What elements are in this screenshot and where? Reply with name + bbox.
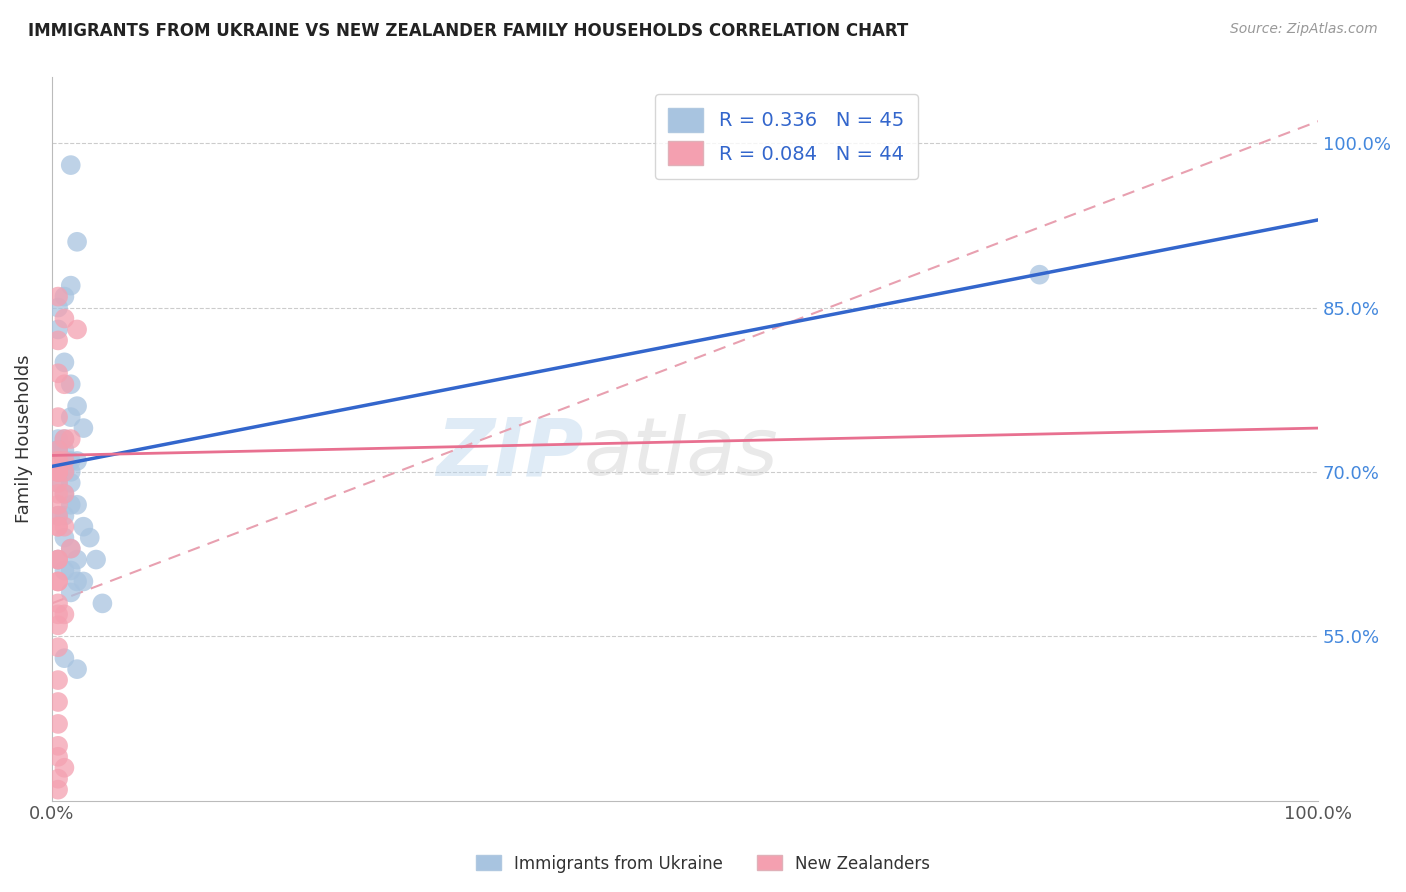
Point [59,498,82,512]
Point [66,498,89,512]
Point [53,487,76,501]
Point [53,454,76,468]
Point [46,465,69,479]
Point [46,519,69,533]
Point [46,301,69,315]
Point [46,432,69,446]
Point [59,278,82,293]
Point [53,355,76,369]
Point [46,465,69,479]
Point [59,454,82,468]
Point [46,487,69,501]
Point [59,585,82,599]
Point [84,552,107,566]
Point [46,465,69,479]
Text: ZIP: ZIP [436,415,583,492]
Point [53,442,76,457]
Point [66,322,89,336]
Point [1028,268,1050,282]
Point [53,651,76,665]
Point [59,475,82,490]
Point [46,552,69,566]
Point [66,454,89,468]
Point [59,432,82,446]
Point [59,541,82,556]
Point [46,519,69,533]
Point [59,564,82,578]
Point [53,465,76,479]
Point [46,574,69,589]
Point [46,618,69,632]
Point [46,552,69,566]
Point [46,442,69,457]
Point [53,289,76,303]
Point [53,564,76,578]
Point [59,377,82,392]
Point [46,717,69,731]
Y-axis label: Family Households: Family Households [15,355,32,524]
Point [53,454,76,468]
Text: atlas: atlas [583,415,779,492]
Point [66,574,89,589]
Point [46,454,69,468]
Legend: Immigrants from Ukraine, New Zealanders: Immigrants from Ukraine, New Zealanders [470,848,936,880]
Point [46,772,69,786]
Point [53,377,76,392]
Point [53,432,76,446]
Text: IMMIGRANTS FROM UKRAINE VS NEW ZEALANDER FAMILY HOUSEHOLDS CORRELATION CHART: IMMIGRANTS FROM UKRAINE VS NEW ZEALANDER… [28,22,908,40]
Point [53,432,76,446]
Point [46,465,69,479]
Point [53,487,76,501]
Point [46,475,69,490]
Point [46,442,69,457]
Point [46,454,69,468]
Point [53,519,76,533]
Point [72,519,94,533]
Point [46,640,69,655]
Point [46,366,69,380]
Point [46,498,69,512]
Point [66,399,89,413]
Point [46,749,69,764]
Point [59,465,82,479]
Point [46,475,69,490]
Point [66,552,89,566]
Point [66,662,89,676]
Point [46,695,69,709]
Point [46,596,69,610]
Point [46,552,69,566]
Point [59,410,82,425]
Point [53,311,76,326]
Point [59,158,82,172]
Point [53,531,76,545]
Point [46,442,69,457]
Point [46,410,69,425]
Point [46,508,69,523]
Point [91,596,114,610]
Point [46,465,69,479]
Point [72,421,94,435]
Point [46,508,69,523]
Point [53,465,76,479]
Point [53,607,76,622]
Text: Source: ZipAtlas.com: Source: ZipAtlas.com [1230,22,1378,37]
Point [46,334,69,348]
Point [66,235,89,249]
Point [46,574,69,589]
Point [46,607,69,622]
Point [46,322,69,336]
Point [46,782,69,797]
Point [46,739,69,753]
Point [46,289,69,303]
Point [59,541,82,556]
Point [53,761,76,775]
Point [46,673,69,687]
Point [72,574,94,589]
Point [53,508,76,523]
Point [79,531,101,545]
Legend: R = 0.336   N = 45, R = 0.084   N = 44: R = 0.336 N = 45, R = 0.084 N = 44 [655,95,918,178]
